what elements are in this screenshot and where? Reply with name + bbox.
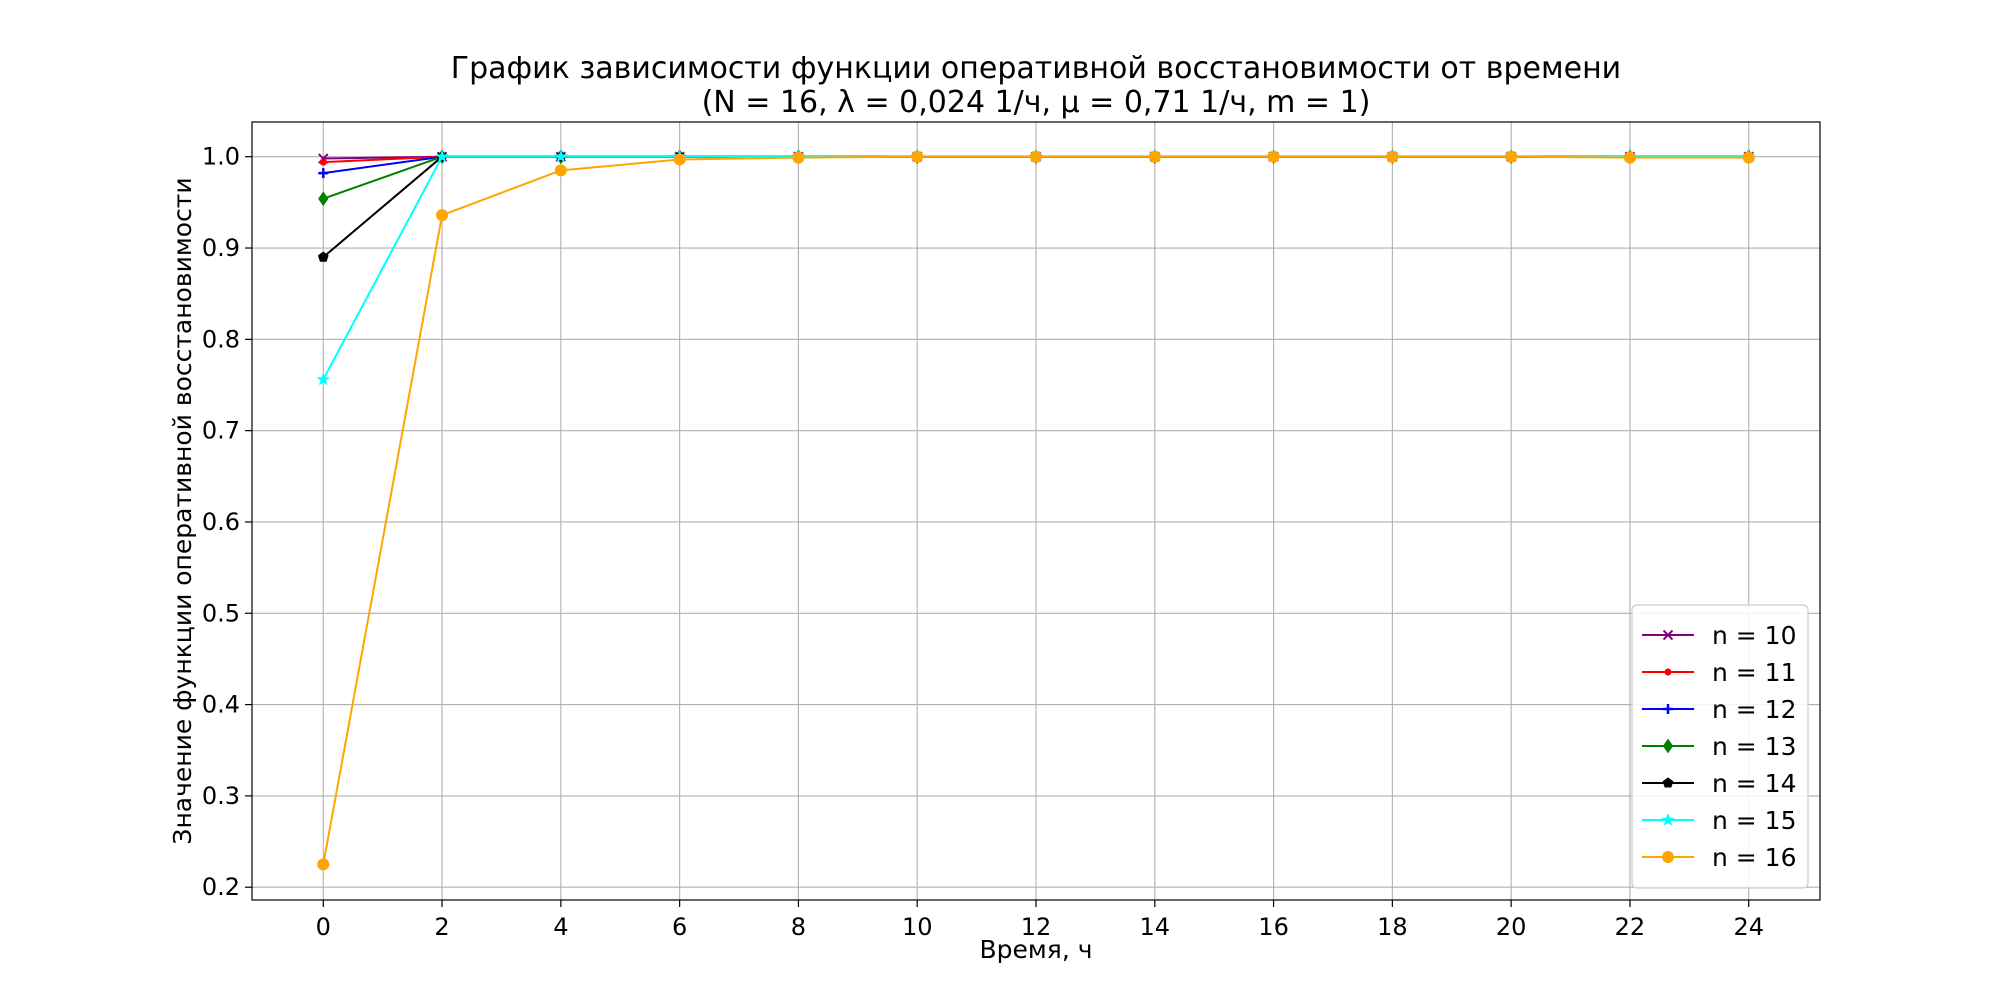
legend-item-n-16: n = 16 (1642, 843, 1797, 872)
legend-item-n-10: n = 10 (1642, 621, 1797, 650)
x-tick-label: 16 (1258, 913, 1289, 941)
data-point-n-16-7 (1148, 150, 1161, 163)
legend-item-n-11: n = 11 (1642, 658, 1797, 687)
legend-marker-n-15 (1661, 812, 1675, 826)
legend-marker-n-12 (1663, 704, 1673, 714)
data-point-n-16-10 (1505, 150, 1518, 163)
x-tick-label: 12 (1021, 913, 1052, 941)
label-layer: График зависимости функции оперативной в… (168, 51, 1621, 964)
y-tick-label: 0.5 (202, 599, 240, 627)
x-tick-label: 24 (1733, 913, 1764, 941)
chart-title: График зависимости функции оперативной в… (451, 51, 1621, 86)
y-tick-label: 0.6 (202, 508, 240, 536)
x-tick-label: 8 (791, 913, 806, 941)
legend-marker-n-11 (1664, 668, 1672, 676)
y-tick-label: 0.3 (202, 782, 240, 810)
data-point-n-16-9 (1386, 150, 1399, 163)
y-tick-label: 1.0 (202, 143, 240, 171)
series-layer (316, 149, 1756, 871)
legend-label-n-15: n = 15 (1712, 806, 1797, 835)
data-point-n-15-1 (435, 149, 449, 163)
data-point-n-16-2 (554, 164, 567, 177)
data-point-n-16-6 (1030, 150, 1042, 163)
x-tick-label: 0 (316, 913, 331, 941)
x-tick-label: 22 (1615, 913, 1646, 941)
legend-marker-n-10 (1662, 629, 1674, 641)
x-tick-label: 14 (1140, 913, 1171, 941)
y-tick-label: 0.8 (202, 325, 240, 353)
y-tick-label: 0.2 (202, 873, 240, 901)
x-tick-label: 20 (1496, 913, 1527, 941)
data-point-n-11-0 (319, 158, 327, 166)
data-point-n-16-12 (1742, 151, 1755, 164)
y-tick-label: 0.7 (202, 417, 240, 445)
y-axis-label: Значение функции оперативной восстановим… (168, 177, 197, 844)
x-tick-label: 6 (672, 913, 687, 941)
x-axis-label: Время, ч (980, 935, 1093, 964)
data-point-n-16-1 (436, 209, 449, 222)
data-point-n-12-0 (318, 168, 329, 179)
legend-label-n-16: n = 16 (1712, 843, 1797, 872)
x-tick-label: 10 (902, 913, 933, 941)
legend-label-n-14: n = 14 (1712, 769, 1797, 798)
data-point-n-15-0 (316, 372, 331, 386)
legend-label-n-11: n = 11 (1712, 658, 1797, 687)
data-point-n-13-0 (318, 191, 329, 207)
x-tick-label: 2 (434, 913, 449, 941)
legend-label-n-13: n = 13 (1712, 732, 1797, 761)
data-point-n-15-2 (554, 149, 568, 163)
legend-marker-n-16 (1662, 851, 1674, 863)
x-tick-label: 18 (1377, 913, 1408, 941)
data-point-n-16-0 (317, 858, 330, 871)
legend-label-n-12: n = 12 (1712, 695, 1797, 724)
legend: n = 10 n = 11 n = 12 n = 13 n = 14 n = 15 n = … (1631, 604, 1809, 889)
legend-item-n-12: n = 12 (1642, 695, 1797, 724)
y-tick-label: 0.9 (202, 234, 240, 262)
data-point-n-14-0 (317, 251, 329, 262)
legend-marker-n-14 (1662, 777, 1674, 788)
legend-box (1631, 604, 1809, 889)
data-point-n-16-4 (792, 151, 805, 164)
series-n-16 (317, 150, 1755, 871)
chart-subtitle: (N = 16, λ = 0,024 1/ч, μ = 0,71 1/ч, m … (702, 85, 1371, 120)
x-tick-label: 4 (553, 913, 568, 941)
data-point-n-16-11 (1623, 151, 1636, 164)
data-point-n-16-8 (1267, 150, 1280, 163)
data-point-n-16-3 (673, 153, 686, 166)
legend-label-n-10: n = 10 (1712, 621, 1797, 650)
data-point-n-16-5 (911, 150, 924, 163)
y-tick-label: 0.4 (202, 691, 240, 719)
legend-marker-n-13 (1662, 738, 1674, 754)
legend-item-n-14: n = 14 (1642, 769, 1797, 798)
legend-item-n-13: n = 13 (1642, 732, 1797, 761)
tick-layer: 0 2 4 6 8 10 12 14 16 18 20 22 240.20.30.40.50.60.70… (202, 143, 1764, 941)
legend-item-n-15: n = 15 (1642, 806, 1797, 835)
